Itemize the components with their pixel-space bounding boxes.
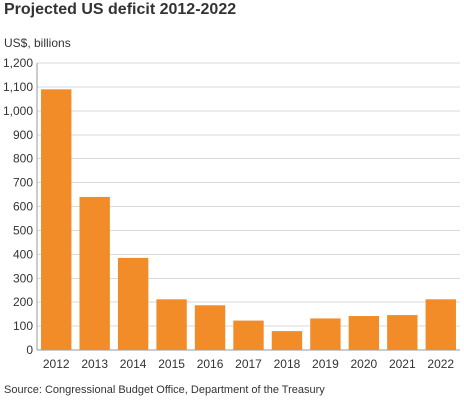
y-tick-label: 300 bbox=[13, 271, 33, 285]
chart-title: Projected US deficit 2012-2022 bbox=[4, 1, 237, 18]
bar-2015 bbox=[156, 299, 187, 350]
y-tick-label: 100 bbox=[13, 319, 33, 333]
x-axis-ticks: 2012 2013 2014 2015 2016 2017 2018 2019 2020 2021… bbox=[43, 357, 455, 371]
bars bbox=[41, 89, 456, 350]
bar-2013 bbox=[79, 196, 110, 350]
y-tick-label: 1,000 bbox=[3, 104, 33, 118]
bar-2022 bbox=[425, 299, 456, 350]
bar-2012 bbox=[41, 89, 72, 350]
x-tick-label: 2014 bbox=[120, 357, 147, 371]
x-tick-label: 2015 bbox=[158, 357, 185, 371]
y-tick-label: 700 bbox=[13, 176, 33, 190]
y-axis-label: US$, billions bbox=[4, 36, 71, 50]
x-tick-label: 2017 bbox=[235, 357, 262, 371]
x-tick-label: 2016 bbox=[197, 357, 224, 371]
y-tick-label: 500 bbox=[13, 223, 33, 237]
y-tick-label: 0 bbox=[26, 343, 33, 357]
x-tick-label: 2013 bbox=[81, 357, 108, 371]
x-tick-label: 2012 bbox=[43, 357, 70, 371]
y-tick-label: 400 bbox=[13, 247, 33, 261]
x-tick-label: 2019 bbox=[312, 357, 339, 371]
y-tick-label: 900 bbox=[13, 128, 33, 142]
x-tick-label: 2020 bbox=[351, 357, 378, 371]
bar-2018 bbox=[271, 331, 303, 350]
y-tick-label: 1,100 bbox=[3, 80, 33, 94]
x-tick-label: 2021 bbox=[389, 357, 416, 371]
bar-2017 bbox=[233, 320, 264, 350]
bar-2019 bbox=[310, 318, 341, 350]
source-note: Source: Congressional Budget Office, Dep… bbox=[4, 384, 325, 396]
y-tick-label: 1,200 bbox=[3, 56, 33, 70]
x-tick-label: 2022 bbox=[427, 357, 454, 371]
y-axis-ticks: 0 100 200 300 400 500 600 700 800 900 1,000 1,100 1,… bbox=[3, 56, 33, 357]
bar-2016 bbox=[194, 305, 226, 350]
bar-2020 bbox=[348, 316, 380, 350]
y-tick-label: 800 bbox=[13, 152, 33, 166]
y-tick-label: 200 bbox=[13, 295, 33, 309]
y-tick-label: 600 bbox=[13, 200, 33, 214]
bar-2021 bbox=[387, 315, 418, 350]
x-tick-label: 2018 bbox=[274, 357, 301, 371]
bar-2014 bbox=[117, 257, 149, 350]
